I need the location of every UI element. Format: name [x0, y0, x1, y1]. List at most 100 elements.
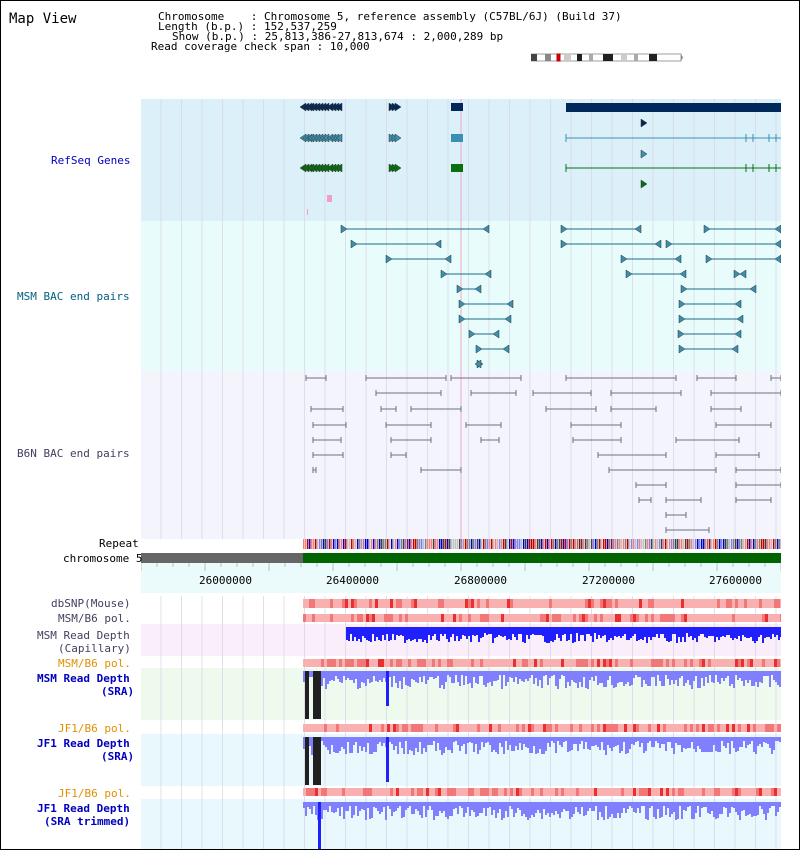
pol-heat-cell [726, 599, 729, 608]
depth-bar [605, 737, 607, 755]
depth-bar [767, 802, 769, 813]
pol-heat-cell [453, 599, 456, 608]
pol-heat-cell [543, 724, 546, 732]
pol-heat-cell [552, 724, 555, 732]
depth-tracks[interactable] [141, 596, 781, 849]
pol-heat-cell [393, 659, 396, 667]
repeat-segment [751, 539, 753, 549]
msm-b6-pol-label-2[interactable]: MSM/B6 pol. [58, 657, 131, 670]
pol-heat-cell [678, 724, 681, 732]
depth-bar [453, 671, 455, 683]
jf1-read-depth-trimmed-label[interactable]: JF1 Read Depth [37, 802, 130, 815]
depth-bar [405, 737, 407, 741]
pol-heat-cell [324, 659, 327, 667]
repeat-segment [393, 539, 395, 549]
pol-heat-cell [405, 788, 408, 796]
pol-heat-cell [555, 788, 558, 796]
pol-heat-cell [588, 614, 591, 622]
depth-bar [635, 671, 637, 675]
depth-bar [589, 802, 591, 808]
depth-bar [353, 802, 355, 815]
pol-heat-cell [324, 788, 327, 796]
pol-heat-cell [453, 724, 456, 732]
msm-bac-label[interactable]: MSM BAC end pairs [17, 290, 130, 303]
pol-heat-cell [537, 599, 540, 608]
pol-heat-cell [576, 724, 579, 732]
chromosome-ideogram[interactable] [531, 53, 683, 63]
pol-heat-cell [612, 614, 615, 622]
pol-heat-cell [663, 788, 666, 796]
repeat-segment [351, 539, 353, 549]
pol-heat-cell [609, 788, 612, 796]
depth-bar [722, 627, 724, 636]
bac-end-arrow [484, 269, 492, 279]
depth-bar [541, 802, 543, 819]
depth-bar [772, 627, 774, 634]
pol-heat-cell [393, 724, 396, 732]
depth-bar [331, 802, 333, 812]
depth-bar [713, 802, 715, 817]
depth-bar [751, 802, 753, 817]
msm-read-depth-capillary-label[interactable]: MSM Read Depth [37, 629, 130, 642]
pol-heat-cell [528, 788, 531, 796]
depth-bar [681, 737, 683, 752]
pol-heat-cell [546, 659, 549, 667]
pol-heat-cell [489, 659, 492, 667]
pol-heat-cell [381, 599, 384, 608]
pol-heat-cell [387, 599, 390, 608]
depth-bar [634, 627, 636, 634]
depth-bar [695, 737, 697, 752]
pol-heat-cell [354, 599, 357, 608]
repeat-segment [367, 539, 369, 549]
depth-bar [409, 802, 411, 806]
pol-heat-cell [744, 614, 747, 622]
b6n-bac-label[interactable]: B6N BAC end pairs [17, 447, 130, 460]
pol-heat-cell [324, 724, 327, 732]
bac-end-arrow [734, 299, 742, 309]
depth-bar [567, 671, 569, 682]
pol-heat-cell [771, 788, 774, 796]
repeat-segment [531, 539, 533, 549]
depth-bar [765, 737, 767, 743]
msm-read-depth-sra-label[interactable]: MSM Read Depth [37, 672, 130, 685]
pol-heat-cell [663, 614, 666, 622]
depth-bar [433, 802, 435, 820]
depth-bar [709, 802, 711, 814]
depth-bar [580, 627, 582, 635]
depth-bar [457, 802, 459, 814]
pol-heat-cell [702, 614, 705, 622]
dbsnp-label[interactable]: dbSNP(Mouse) [51, 597, 131, 610]
jf1-b6-pol-label-2[interactable]: JF1/B6 pol. [58, 787, 131, 800]
position-ruler[interactable]: 26000000 26400000 26800000 27200000 2760… [141, 563, 781, 593]
jf1-b6-pol-label[interactable]: JF1/B6 pol. [58, 722, 131, 735]
genome-tracks[interactable] [141, 99, 781, 569]
depth-bar [720, 627, 722, 637]
depth-bar [599, 737, 601, 750]
repeat-segment [597, 539, 599, 549]
depth-bar [479, 737, 481, 750]
jf1-read-depth-label[interactable]: JF1 Read Depth [37, 737, 130, 750]
depth-bar [714, 627, 716, 642]
refseq-label[interactable]: RefSeq Genes [51, 154, 131, 167]
depth-bar [748, 627, 750, 638]
pol-heat-cell [411, 599, 414, 608]
depth-bar [534, 627, 536, 635]
depth-bar [709, 671, 711, 675]
msm-b6-pol-label[interactable]: MSM/B6 pol. [58, 612, 131, 625]
depth-bar [410, 627, 412, 641]
pol-heat-cell [600, 724, 603, 732]
depth-bar [727, 671, 729, 676]
repeat-segment [719, 539, 721, 549]
depth-bar [753, 671, 755, 686]
pol-heat-cell [708, 659, 711, 667]
pol-heat-cell [597, 659, 600, 667]
depth-bar [619, 802, 621, 818]
depth-bar [364, 627, 366, 638]
pol-heat-cell [735, 614, 738, 622]
repeat-segment [405, 539, 407, 549]
pol-heat-cell [639, 659, 642, 667]
depth-bar [585, 802, 587, 815]
pol-heat-cell [483, 599, 486, 608]
depth-bar [569, 671, 571, 686]
pol-heat-cell [483, 788, 486, 796]
